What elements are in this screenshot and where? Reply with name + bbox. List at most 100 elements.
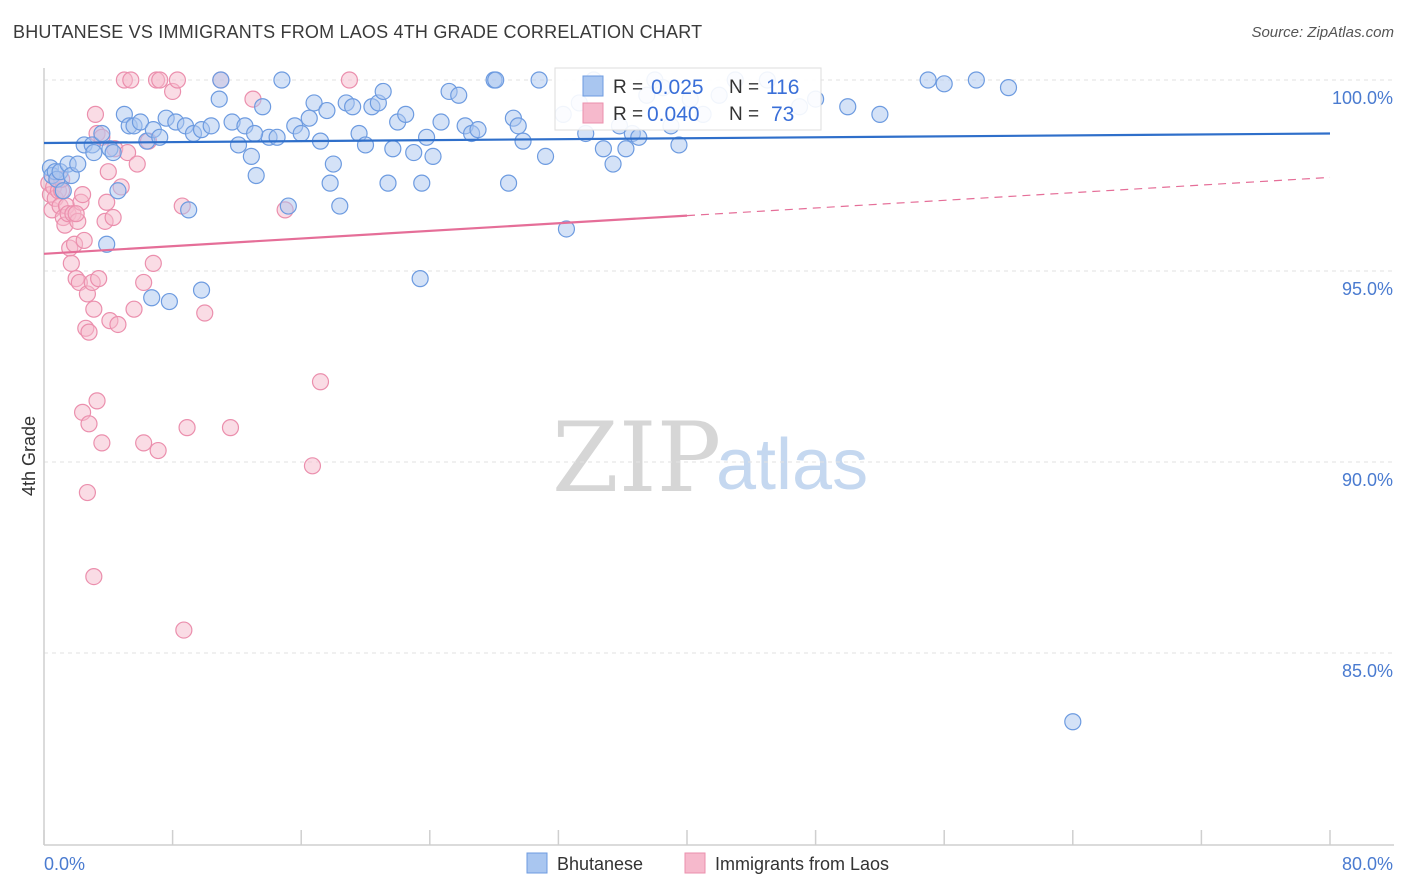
data-point-bhutanese	[530, 71, 548, 89]
data-point-laos	[178, 419, 196, 437]
data-point-bhutanese	[160, 292, 178, 311]
data-point-laos	[196, 304, 214, 322]
data-point-bhutanese	[514, 132, 532, 150]
data-point-bhutanese	[630, 128, 648, 146]
data-point-bhutanese	[85, 143, 103, 162]
data-point-bhutanese	[397, 105, 415, 123]
data-point-bhutanese	[212, 71, 230, 89]
data-point-bhutanese	[104, 143, 122, 162]
data-point-bhutanese	[254, 98, 272, 116]
data-point-bhutanese	[318, 101, 336, 120]
data-point-bhutanese	[405, 143, 423, 162]
legend-swatch-bhutanese	[526, 852, 548, 874]
trend-lines	[43, 132, 1331, 255]
data-point-laos	[90, 270, 108, 288]
data-point-laos	[86, 105, 105, 123]
x-tick-labels: 0.0% 80.0%	[44, 854, 1393, 874]
data-point-laos	[135, 434, 153, 452]
data-point-bhutanese	[919, 71, 937, 89]
data-point-laos	[93, 434, 111, 452]
data-point-bhutanese	[247, 166, 265, 185]
data-point-laos	[98, 193, 116, 211]
data-point-laos	[67, 205, 85, 223]
data-point-laos	[168, 71, 187, 89]
data-point-bhutanese	[379, 174, 397, 192]
data-point-bhutanese	[411, 270, 429, 288]
x-tick-label: 0.0%	[44, 854, 85, 874]
data-point-laos	[128, 155, 146, 173]
data-point-bhutanese	[109, 182, 127, 200]
data-point-laos	[85, 567, 103, 586]
stats-n-label-pink: N =	[729, 104, 759, 125]
data-point-laos	[221, 419, 240, 437]
data-point-bhutanese	[670, 136, 688, 154]
data-point-bhutanese	[131, 113, 150, 131]
data-point-laos	[149, 441, 167, 460]
stats-r-value-pink: 0.040	[647, 103, 700, 126]
data-point-laos	[80, 415, 98, 433]
data-point-bhutanese	[344, 98, 362, 116]
data-point-laos	[144, 254, 162, 272]
data-point-bhutanese	[509, 117, 527, 135]
y-tick-label: 85.0%	[1342, 661, 1393, 681]
data-point-bhutanese	[417, 128, 436, 146]
data-point-bhutanese	[604, 155, 622, 173]
data-point-bhutanese	[331, 197, 349, 215]
trend-line-bhutanese	[43, 132, 1331, 145]
data-point-bhutanese	[305, 94, 323, 112]
data-point-bhutanese	[384, 140, 402, 158]
stats-n-label-blue: N =	[729, 77, 759, 98]
data-point-bhutanese	[374, 82, 392, 101]
data-point-laos	[104, 208, 122, 227]
data-point-laos	[80, 323, 98, 341]
data-point-bhutanese	[413, 174, 431, 192]
data-point-bhutanese	[839, 98, 857, 116]
stats-legend-swatch-pink	[582, 102, 604, 124]
data-point-laos	[303, 457, 322, 475]
stats-legend-swatch-blue	[582, 75, 604, 97]
data-point-laos	[88, 392, 106, 410]
data-point-laos	[99, 163, 117, 181]
y-tick-label: 90.0%	[1342, 470, 1393, 490]
data-point-bhutanese	[536, 147, 555, 165]
watermark-atlas: atlas	[716, 425, 868, 505]
x-ticks	[43, 830, 1331, 845]
gridlines	[44, 79, 1394, 654]
stats-r-label-pink: R =	[613, 104, 643, 125]
data-point-bhutanese	[192, 281, 211, 299]
data-point-bhutanese	[594, 140, 613, 158]
data-point-bhutanese	[93, 124, 111, 143]
data-point-laos	[122, 71, 140, 89]
data-point-bhutanese	[324, 155, 342, 173]
data-point-laos	[175, 621, 193, 639]
data-point-bhutanese	[424, 147, 442, 165]
watermark-zip: ZIP	[552, 402, 721, 514]
data-point-bhutanese	[300, 109, 318, 127]
data-point-bhutanese	[1064, 713, 1082, 731]
stats-n-value-pink: 73	[771, 103, 794, 126]
data-point-bhutanese	[229, 136, 248, 154]
data-point-bhutanese	[180, 201, 198, 219]
y-tick-label: 95.0%	[1342, 279, 1393, 299]
stats-legend: R = 0.025 N = 116 R = 0.040 N = 73	[554, 67, 822, 131]
data-point-bhutanese	[268, 128, 286, 146]
data-point-bhutanese	[292, 124, 310, 143]
bottom-legend: Bhutanese Immigrants from Laos	[526, 852, 889, 874]
data-point-bhutanese	[450, 86, 468, 104]
legend-label-bhutanese: Bhutanese	[557, 854, 643, 874]
y-tick-labels: 85.0% 90.0% 95.0% 100.0%	[1332, 88, 1393, 681]
trend-line-laos-extension	[686, 176, 1331, 217]
data-point-bhutanese	[321, 174, 339, 192]
legend-swatch-laos	[684, 852, 706, 874]
data-point-laos	[78, 483, 97, 502]
data-point-bhutanese	[273, 71, 291, 89]
data-point-bhutanese	[871, 105, 889, 123]
y-tick-label: 100.0%	[1332, 88, 1393, 108]
data-point-laos	[85, 300, 103, 318]
data-point-bhutanese	[356, 136, 375, 154]
legend-label-laos: Immigrants from Laos	[715, 854, 889, 874]
data-point-laos	[75, 231, 93, 250]
data-point-bhutanese	[202, 117, 220, 135]
data-point-bhutanese	[935, 75, 953, 93]
data-point-bhutanese	[242, 147, 260, 165]
